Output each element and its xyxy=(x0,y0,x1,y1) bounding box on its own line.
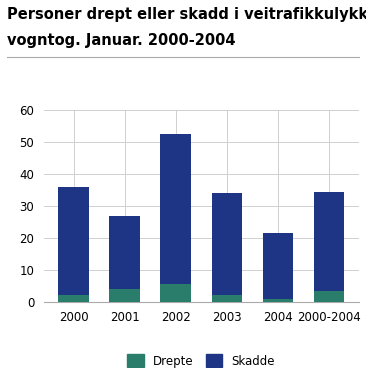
Bar xyxy=(314,291,344,302)
Bar xyxy=(58,296,89,302)
Bar xyxy=(109,216,140,289)
Text: vogntog. Januar. 2000-2004: vogntog. Januar. 2000-2004 xyxy=(7,33,236,48)
Bar xyxy=(58,187,89,296)
Bar xyxy=(263,298,293,302)
Bar xyxy=(212,193,242,296)
Bar xyxy=(263,233,293,298)
Bar xyxy=(160,284,191,302)
Bar xyxy=(314,192,344,291)
Bar xyxy=(109,289,140,302)
Bar xyxy=(212,296,242,302)
Legend: Drepte, Skadde: Drepte, Skadde xyxy=(123,350,280,368)
Bar xyxy=(160,134,191,284)
Text: Personer drept eller skadd i veitrafikkulykker med: Personer drept eller skadd i veitrafikku… xyxy=(7,7,366,22)
